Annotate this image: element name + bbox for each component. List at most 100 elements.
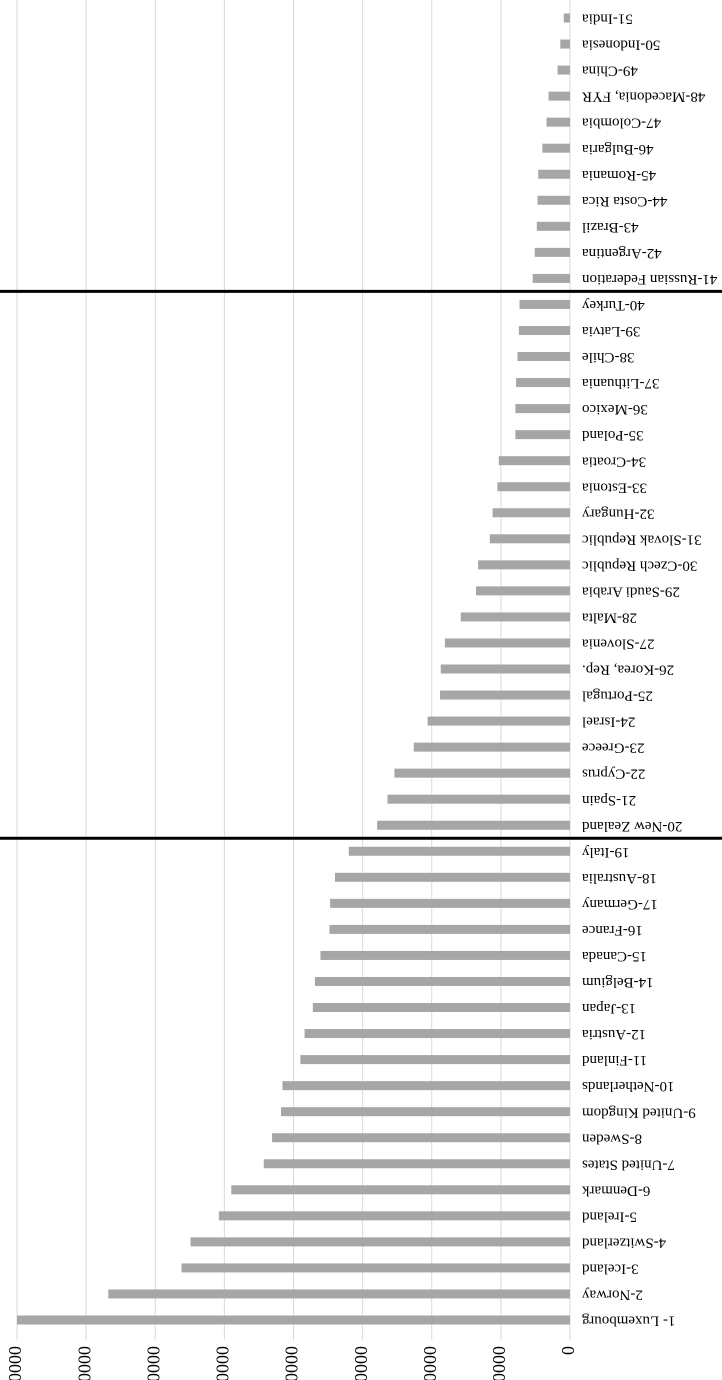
tick-label: 80000 bbox=[5, 1346, 25, 1380]
tick-label: 60000 bbox=[143, 1346, 163, 1380]
category-label: 9-United Kingdom bbox=[582, 1104, 696, 1120]
category-label: 38-Chile bbox=[582, 349, 635, 365]
bar bbox=[377, 820, 570, 830]
category-label: 32-Hungary bbox=[582, 505, 655, 521]
bar bbox=[320, 950, 570, 960]
tick-label: 0 bbox=[558, 1346, 578, 1355]
bar bbox=[478, 560, 570, 570]
category-label: 28-Malta bbox=[582, 609, 637, 625]
bar bbox=[536, 221, 570, 231]
category-label: 22-Cyprus bbox=[582, 766, 645, 782]
category-label: 35-Poland bbox=[582, 427, 644, 443]
bar bbox=[548, 91, 570, 101]
bar bbox=[546, 117, 570, 127]
category-label: 33-Estonia bbox=[582, 479, 647, 495]
category-label: 27-Slovenia bbox=[582, 636, 655, 652]
category-label: 10-Netherlands bbox=[582, 1078, 675, 1094]
bar bbox=[387, 794, 570, 804]
category-label: 46-Bulgaria bbox=[582, 141, 654, 157]
category-label: 45-Romania bbox=[582, 167, 656, 183]
bar bbox=[518, 325, 570, 335]
bar bbox=[190, 1237, 570, 1247]
category-label: 11-Finland bbox=[582, 1052, 648, 1068]
bar bbox=[560, 39, 570, 49]
bar bbox=[519, 299, 570, 309]
bar bbox=[272, 1133, 570, 1143]
bar bbox=[444, 638, 570, 648]
bar bbox=[475, 586, 570, 596]
category-label: 47-Colombia bbox=[582, 115, 662, 131]
category-label: 36-Mexico bbox=[582, 401, 648, 417]
category-label: 2-Norway bbox=[582, 1287, 643, 1303]
category-label: 41-Russian Federation bbox=[582, 271, 718, 287]
bar bbox=[281, 1107, 570, 1117]
category-label: 15-Canada bbox=[582, 948, 647, 964]
tick-label: 50000 bbox=[213, 1346, 233, 1380]
category-label: 7-United States bbox=[582, 1156, 675, 1172]
bar bbox=[516, 378, 570, 388]
bar bbox=[263, 1159, 570, 1169]
bar bbox=[282, 1081, 570, 1091]
bar bbox=[413, 742, 570, 752]
bar bbox=[427, 716, 570, 726]
bar bbox=[330, 898, 570, 908]
category-label: 50-Indonesia bbox=[582, 37, 661, 53]
category-label: 23-Greece bbox=[582, 740, 645, 756]
bar bbox=[489, 534, 570, 544]
bar bbox=[17, 1315, 570, 1325]
category-label: 24-Israel bbox=[582, 714, 635, 730]
bar bbox=[304, 1029, 570, 1039]
category-label: 40-Turkey bbox=[582, 297, 645, 313]
category-label: 12-Austria bbox=[582, 1026, 646, 1042]
category-label: 26-Korea, Rep. bbox=[582, 662, 674, 678]
bar bbox=[515, 430, 570, 440]
tick-label: 10000 bbox=[489, 1346, 509, 1380]
category-label: 30-Czech Republic bbox=[582, 557, 698, 573]
bar bbox=[440, 690, 570, 700]
bar bbox=[497, 482, 570, 492]
bar bbox=[329, 924, 570, 934]
category-label: 1- Luxembourg bbox=[582, 1313, 676, 1329]
bar bbox=[498, 456, 570, 466]
bar bbox=[537, 195, 570, 205]
category-label: 44-Costa Rica bbox=[582, 193, 668, 209]
category-label: 8-Sweden bbox=[582, 1130, 642, 1146]
category-label: 49-China bbox=[582, 63, 638, 79]
category-label: 19-Italy bbox=[582, 844, 630, 860]
category-label: 3-Iceland bbox=[582, 1260, 639, 1276]
bar bbox=[542, 143, 570, 153]
category-label: 43-Brazil bbox=[582, 219, 639, 235]
bar bbox=[534, 247, 570, 257]
category-label: 25-Portugal bbox=[582, 688, 653, 704]
bar bbox=[300, 1055, 570, 1065]
bar bbox=[312, 1003, 570, 1013]
category-label: 42-Argentina bbox=[582, 245, 662, 261]
category-label: 37-Lithuania bbox=[582, 375, 660, 391]
category-label: 13-Japan bbox=[582, 1000, 637, 1016]
category-label: 31-Slovak Republic bbox=[582, 531, 702, 547]
bar bbox=[460, 612, 570, 622]
bar bbox=[517, 352, 570, 362]
tick-label: 30000 bbox=[351, 1346, 371, 1380]
bar bbox=[492, 508, 570, 518]
category-label: 18-Australia bbox=[582, 870, 657, 886]
tick-label: 20000 bbox=[420, 1346, 440, 1380]
category-label: 5-Ireland bbox=[582, 1208, 637, 1224]
bar bbox=[181, 1263, 570, 1273]
bar bbox=[108, 1289, 570, 1299]
category-label: 29-Saudi Arabia bbox=[582, 583, 680, 599]
category-label: 14-Belgium bbox=[582, 974, 654, 990]
bar bbox=[532, 273, 570, 283]
bar bbox=[394, 768, 570, 778]
bar bbox=[440, 664, 570, 674]
bar bbox=[563, 13, 570, 23]
category-label: 34-Croatia bbox=[582, 453, 646, 469]
bar bbox=[314, 976, 570, 986]
bar bbox=[515, 404, 570, 414]
category-label: 21-Spain bbox=[582, 792, 637, 808]
bar bbox=[218, 1211, 570, 1221]
category-label: 16-France bbox=[582, 922, 643, 938]
tick-label: 70000 bbox=[74, 1346, 94, 1380]
